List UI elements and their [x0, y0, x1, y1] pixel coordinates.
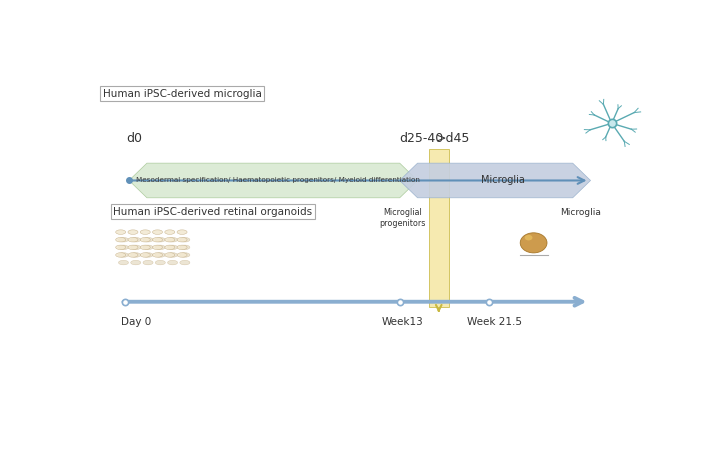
Text: Microglial
progenitors: Microglial progenitors [379, 208, 426, 228]
Ellipse shape [177, 245, 187, 250]
Ellipse shape [119, 238, 128, 242]
Text: Human iPSC-derived retinal organoids: Human iPSC-derived retinal organoids [113, 207, 312, 216]
Ellipse shape [119, 261, 128, 265]
Ellipse shape [177, 238, 187, 242]
FancyBboxPatch shape [429, 149, 449, 307]
Ellipse shape [168, 238, 178, 242]
Ellipse shape [156, 245, 166, 250]
Ellipse shape [116, 253, 126, 257]
Ellipse shape [165, 253, 175, 257]
Ellipse shape [165, 230, 175, 234]
Ellipse shape [168, 253, 178, 257]
Ellipse shape [153, 245, 163, 250]
Ellipse shape [168, 245, 178, 250]
Polygon shape [129, 163, 418, 198]
Ellipse shape [165, 245, 175, 250]
Ellipse shape [153, 253, 163, 257]
Ellipse shape [165, 238, 175, 242]
Ellipse shape [180, 253, 190, 257]
Ellipse shape [143, 253, 153, 257]
Ellipse shape [119, 253, 128, 257]
Text: Week 21.5: Week 21.5 [467, 317, 522, 327]
Ellipse shape [177, 230, 187, 234]
Ellipse shape [156, 261, 166, 265]
Ellipse shape [128, 238, 138, 242]
Ellipse shape [131, 245, 141, 250]
Ellipse shape [119, 245, 128, 250]
Text: Week13: Week13 [382, 317, 423, 327]
Ellipse shape [168, 261, 178, 265]
Ellipse shape [521, 233, 547, 253]
Ellipse shape [140, 245, 150, 250]
Ellipse shape [128, 245, 138, 250]
Ellipse shape [153, 230, 163, 234]
Ellipse shape [128, 253, 138, 257]
Ellipse shape [180, 238, 190, 242]
Ellipse shape [180, 245, 190, 250]
Ellipse shape [116, 245, 126, 250]
Ellipse shape [143, 261, 153, 265]
Ellipse shape [156, 238, 166, 242]
Ellipse shape [140, 238, 150, 242]
Ellipse shape [156, 253, 166, 257]
Polygon shape [400, 163, 590, 198]
Ellipse shape [143, 245, 153, 250]
Text: d0: d0 [126, 132, 143, 145]
Ellipse shape [143, 238, 153, 242]
Ellipse shape [116, 230, 126, 234]
Ellipse shape [140, 253, 150, 257]
Ellipse shape [177, 253, 187, 257]
Ellipse shape [140, 230, 150, 234]
Ellipse shape [128, 230, 138, 234]
Ellipse shape [131, 238, 141, 242]
Ellipse shape [180, 261, 190, 265]
Text: Mesodermal specification/ Haematopoietic progenitors/ Myeloid differentiation: Mesodermal specification/ Haematopoietic… [136, 177, 420, 184]
Ellipse shape [131, 253, 141, 257]
Text: >d45: >d45 [436, 132, 470, 145]
Text: Day 0: Day 0 [121, 317, 151, 327]
Text: Microglia: Microglia [481, 176, 525, 185]
Ellipse shape [525, 235, 533, 240]
Ellipse shape [153, 238, 163, 242]
Text: Human iPSC-derived microglia: Human iPSC-derived microglia [103, 89, 261, 99]
Ellipse shape [131, 261, 141, 265]
Ellipse shape [116, 238, 126, 242]
Text: Microglia: Microglia [561, 208, 601, 217]
Text: d25-40: d25-40 [400, 132, 444, 145]
